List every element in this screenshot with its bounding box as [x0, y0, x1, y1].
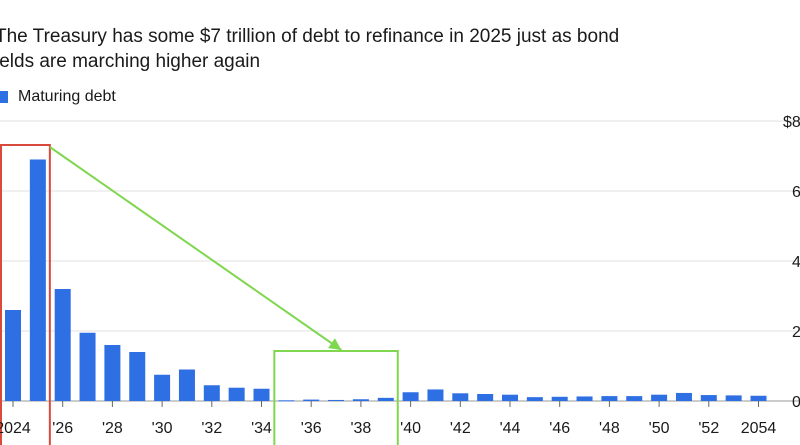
bar-2037 [328, 399, 345, 401]
bar-2030 [154, 374, 171, 401]
x-tick-2028: '28 [102, 420, 123, 437]
x-tick-2026: '26 [52, 420, 73, 437]
x-tick-2036: '36 [301, 420, 322, 437]
bar-2045 [526, 397, 543, 401]
bar-2035 [278, 400, 295, 402]
legend-swatch-maturing-debt [0, 91, 8, 103]
annotation-arrow-head [328, 338, 342, 350]
x-tick-2038: '38 [350, 420, 371, 437]
x-tick-2042: '42 [450, 420, 471, 437]
bar-2041 [427, 389, 444, 401]
x-tick-2046: '46 [549, 420, 570, 437]
x-tick-2052: '52 [698, 420, 719, 437]
bar-2051 [675, 392, 692, 401]
x-tick-2044: '44 [500, 420, 521, 437]
bar-2024 [5, 310, 21, 401]
chart-title-line-2: ields are marching higher again [0, 51, 261, 72]
bar-2050 [651, 394, 668, 401]
x-tick-2040: '40 [400, 420, 421, 437]
bar-2046 [551, 396, 568, 401]
bar-2052 [700, 395, 717, 401]
bar-2039 [377, 397, 394, 401]
chart-title: The Treasury has some $7 trillion of deb… [0, 24, 795, 74]
y-tick-4: 4 [792, 254, 800, 271]
legend-label-maturing-debt: Maturing debt [18, 88, 116, 105]
x-tick-2054: 2054 [741, 420, 777, 437]
x-tick-2034: '34 [251, 420, 272, 437]
bar-2028 [104, 345, 121, 401]
bar-2054 [750, 395, 767, 401]
bar-2031 [178, 369, 195, 401]
annotations [0, 144, 399, 445]
x-tick-2048: '48 [599, 420, 620, 437]
y-tick-8: $8 [783, 114, 800, 131]
y-axis-ticks: 0 2 4 6 $8 [783, 114, 800, 411]
y-tick-2: 2 [792, 324, 800, 341]
chart-legend: Maturing debt [0, 88, 116, 106]
x-tick-2030: '30 [152, 420, 173, 437]
bar-2036 [303, 399, 320, 401]
bar-2053 [725, 395, 742, 401]
annotation-arrow-line [49, 146, 342, 351]
x-tick-2032: '32 [201, 420, 222, 437]
bar-2043 [477, 394, 494, 401]
bar-2042 [452, 393, 469, 401]
x-axis-ticks: 2024 '26 '28 '30 '32 '34 '36 '38 '40 '42 '44 '46 '48… [0, 401, 776, 437]
bar-2032 [203, 385, 220, 401]
bar-2033 [228, 387, 245, 401]
x-tick-2024: 2024 [0, 420, 31, 437]
y-tick-6: 6 [792, 184, 800, 201]
bar-2029 [129, 352, 146, 401]
bars [5, 159, 767, 402]
bar-2047 [576, 396, 593, 401]
bar-2040 [402, 392, 419, 401]
bar-2034 [253, 388, 270, 401]
highlight-box-2035-2039 [273, 350, 399, 445]
y-tick-0: 0 [792, 394, 800, 411]
bar-2049 [626, 396, 643, 401]
bar-2048 [601, 396, 618, 401]
bar-2038 [352, 399, 369, 401]
x-tick-2050: '50 [649, 420, 670, 437]
highlight-box-2024-2025 [0, 144, 51, 445]
bar-2026 [54, 289, 71, 401]
bar-2025 [29, 159, 46, 401]
bar-2027 [79, 332, 96, 401]
chart-title-line-1: The Treasury has some $7 trillion of deb… [0, 26, 620, 47]
bar-2044 [502, 394, 518, 401]
